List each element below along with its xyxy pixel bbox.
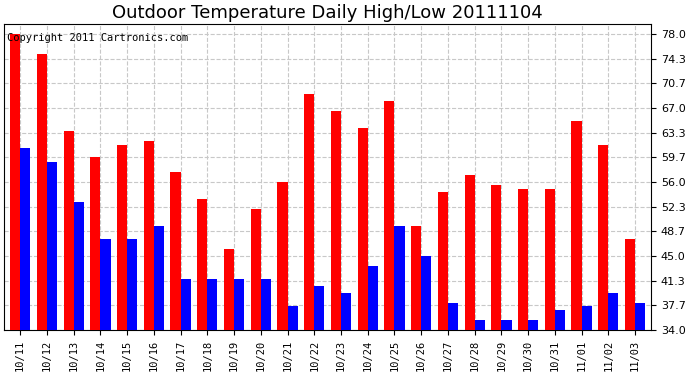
Bar (207, 279, 217, 330)
Bar (448, 303, 458, 330)
Bar (491, 185, 502, 330)
Bar (101, 239, 110, 330)
Bar (395, 226, 404, 330)
Bar (10, 34, 20, 330)
Bar (368, 266, 378, 330)
Bar (304, 94, 314, 330)
Bar (261, 279, 271, 330)
Text: Copyright 2011 Cartronics.com: Copyright 2011 Cartronics.com (8, 33, 188, 43)
Bar (197, 199, 207, 330)
Bar (384, 101, 395, 330)
Bar (528, 320, 538, 330)
Title: Outdoor Temperature Daily High/Low 20111104: Outdoor Temperature Daily High/Low 20111… (112, 4, 543, 22)
Bar (74, 202, 83, 330)
Bar (411, 226, 421, 330)
Bar (20, 148, 30, 330)
Bar (341, 293, 351, 330)
Bar (544, 189, 555, 330)
Bar (635, 303, 645, 330)
Bar (331, 111, 341, 330)
Bar (502, 320, 511, 330)
Bar (357, 128, 368, 330)
Bar (47, 162, 57, 330)
Bar (475, 320, 485, 330)
Bar (464, 175, 475, 330)
Bar (609, 293, 618, 330)
Bar (63, 131, 74, 330)
Bar (37, 54, 47, 330)
Bar (250, 209, 261, 330)
Bar (582, 306, 592, 330)
Bar (598, 145, 609, 330)
Bar (421, 256, 431, 330)
Bar (571, 121, 582, 330)
Bar (555, 310, 565, 330)
Bar (127, 239, 137, 330)
Bar (437, 192, 448, 330)
Bar (625, 239, 635, 330)
Bar (170, 172, 181, 330)
Bar (117, 145, 127, 330)
Bar (288, 306, 297, 330)
Bar (154, 226, 164, 330)
Bar (277, 182, 288, 330)
Bar (90, 157, 101, 330)
Bar (518, 189, 528, 330)
Bar (181, 279, 190, 330)
Bar (144, 141, 154, 330)
Bar (234, 279, 244, 330)
Bar (224, 249, 234, 330)
Bar (314, 286, 324, 330)
